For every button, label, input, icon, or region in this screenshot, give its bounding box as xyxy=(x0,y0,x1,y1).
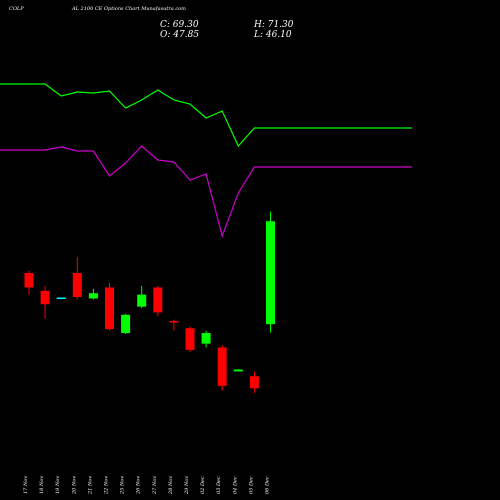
candle-body xyxy=(153,287,163,313)
candle-body xyxy=(72,273,82,298)
candle-body xyxy=(88,293,98,299)
candle-body xyxy=(185,328,195,350)
candle-body xyxy=(137,294,147,307)
open-value: O: 47.85 xyxy=(160,30,200,40)
candle-body xyxy=(24,273,34,288)
x-tick-label: 27 Nov xyxy=(152,476,158,495)
x-tick-label: 02 Dec xyxy=(200,476,206,494)
close-value: C: 69.30 xyxy=(160,20,199,30)
x-tick-label: 05 Dec xyxy=(248,476,254,494)
candle-body xyxy=(201,333,211,344)
x-tick-label: 18 Nov xyxy=(39,476,45,494)
indicator-line-2 xyxy=(0,145,412,238)
candle-body xyxy=(105,287,114,330)
candle-body xyxy=(169,321,179,323)
chart-symbol: COLP xyxy=(9,6,24,12)
chart-subtitle: AL 2100 CE Options Chart Munafasutra.com xyxy=(72,6,186,12)
x-tick-label: 06 Dec xyxy=(265,476,271,494)
x-tick-label: 26 Nov xyxy=(136,476,142,495)
candle-body xyxy=(249,376,259,389)
candle-body xyxy=(217,347,227,386)
x-tick-label: 20 Nov xyxy=(71,476,77,495)
candle-body xyxy=(233,369,243,372)
high-value: H: 71.30 xyxy=(254,20,294,30)
candle-body xyxy=(40,290,50,305)
x-tick-label: 19 Nov xyxy=(55,476,61,494)
x-tick-label: 25 Nov xyxy=(120,476,126,495)
x-tick-label: 28 Nov xyxy=(168,476,174,495)
x-tick-label: 21 Nov xyxy=(87,476,93,495)
candle-body xyxy=(56,297,66,300)
candle-body xyxy=(266,221,275,325)
x-tick-label: 04 Dec xyxy=(232,476,238,494)
x-tick-label: 29 Nov xyxy=(184,476,190,495)
x-tick-label: 22 Nov xyxy=(104,476,110,495)
candle-body xyxy=(121,314,131,334)
x-tick-label: 03 Dec xyxy=(216,476,222,494)
indicator-line-1 xyxy=(0,83,412,148)
low-value: L: 46.10 xyxy=(254,30,292,40)
x-tick-label: 17 Nov xyxy=(23,476,29,494)
